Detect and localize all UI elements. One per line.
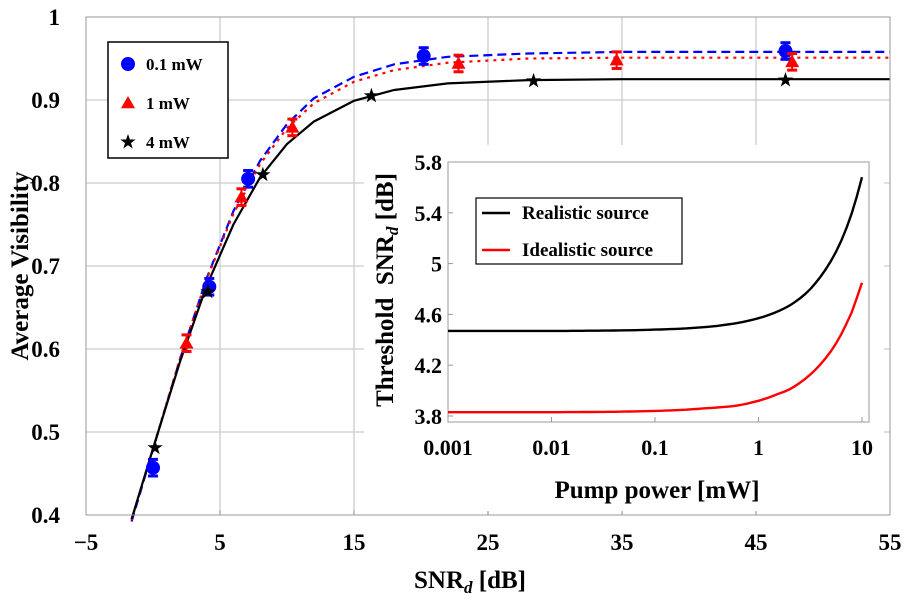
inset-x-axis-label: Pump power [mW] xyxy=(554,477,759,504)
inset-y-tick-label: 4.6 xyxy=(415,302,443,327)
inset-tick-labels: 0.001 0.01 0.1 1 10 3.8 4.2 4.6 5 5.4 5.8 xyxy=(415,150,874,460)
x-label-rest: [dB] xyxy=(473,567,526,594)
inset-y-tick-label: 5.8 xyxy=(415,150,443,175)
inset-y-label-sub: d xyxy=(383,226,402,235)
data-point-circle xyxy=(778,44,793,59)
inset-y-axis-label: Threshold SNRd [dB] xyxy=(372,173,402,407)
inset-y-tick-label: 4.2 xyxy=(415,353,443,378)
data-point-star xyxy=(777,72,794,87)
data-point-triangle xyxy=(179,336,194,349)
data-point-star xyxy=(255,166,271,182)
inset-curve-Realistic-source xyxy=(448,176,864,333)
inset-x-tick-label: 10 xyxy=(851,435,873,460)
inset-y-label-main: Threshold SNR xyxy=(372,234,399,407)
main-plot-frame xyxy=(85,16,891,516)
main-y-axis-label: Average Visibility xyxy=(7,171,34,361)
fit-curve-4-mW xyxy=(130,78,890,520)
data-point-triangle xyxy=(234,190,249,203)
data-point-star xyxy=(363,87,380,103)
y-tick-label: 0.6 xyxy=(31,337,60,362)
legend-marker-star xyxy=(120,133,136,149)
inset-x-tick-label: 0.001 xyxy=(423,435,473,460)
data-point-circle xyxy=(146,460,160,475)
data-point-star xyxy=(200,283,216,299)
x-tick-label: 25 xyxy=(477,530,500,555)
fit-curve-1-mW xyxy=(130,56,890,521)
data-point-circle xyxy=(241,171,256,186)
x-tick-label: 5 xyxy=(214,530,226,555)
x-tick-label: 55 xyxy=(879,530,902,555)
inset-y-label-rest: [dB] xyxy=(372,173,399,226)
inset-legend-label: Idealistic source xyxy=(522,240,653,261)
data-point-triangle xyxy=(609,53,624,66)
legend-marker-circle xyxy=(121,57,135,71)
inset-x-tick-label: 0.1 xyxy=(641,435,669,460)
inset-x-tick-label: 1 xyxy=(753,435,764,460)
inset-y-tick-label: 5 xyxy=(431,252,442,277)
data-point-triangle xyxy=(785,54,800,68)
main-legend: 0.1 mW 1 mW 4 mW xyxy=(107,41,229,159)
data-point-triangle xyxy=(285,120,300,133)
inset-x-tick-label: 0.01 xyxy=(532,435,571,460)
inset-curves xyxy=(448,176,864,414)
y-tick-label: 0.7 xyxy=(31,254,60,279)
y-tick-label: 0.5 xyxy=(31,420,60,445)
data-point-star xyxy=(525,72,542,88)
y-tick-label: 0.9 xyxy=(31,88,60,113)
x-tick-label: 45 xyxy=(745,530,768,555)
inset-y-tick-label: 3.8 xyxy=(415,404,443,429)
inset-y-tick-label: 5.4 xyxy=(415,201,443,226)
data-point-star xyxy=(147,439,163,455)
legend-label: 0.1 mW xyxy=(146,55,203,74)
fit-curve-0-1-mW xyxy=(130,50,890,522)
y-tick-label: 0.4 xyxy=(31,503,60,528)
inset-legend-box xyxy=(475,197,683,265)
legend-label: 1 mW xyxy=(146,94,190,113)
data-point-circle xyxy=(416,49,431,64)
x-tick-label: −5 xyxy=(74,530,99,555)
main-data-points xyxy=(146,41,800,478)
main-fit-curves xyxy=(130,50,890,522)
legend-marker-triangle xyxy=(121,96,135,109)
x-tick-label: 15 xyxy=(343,530,366,555)
main-tick-labels: −5 5 15 25 35 45 550.40.50.60.70.80.91 xyxy=(31,5,901,555)
legend-label: 4 mW xyxy=(146,133,190,152)
inset-legend: Realistic source Idealistic source xyxy=(475,197,683,265)
x-label-main: SNR xyxy=(414,567,465,594)
main-x-axis-label: SNRd [dB] xyxy=(414,567,526,597)
y-tick-label: 0.8 xyxy=(31,171,60,196)
x-tick-label: 35 xyxy=(611,530,634,555)
inset-curve-Idealistic-source xyxy=(448,282,864,414)
inset-plot-frame xyxy=(447,161,870,423)
y-tick-label: 1 xyxy=(49,5,61,30)
x-label-sub: d xyxy=(464,578,473,597)
data-point-triangle xyxy=(451,56,466,69)
inset-legend-label: Realistic source xyxy=(522,203,649,224)
